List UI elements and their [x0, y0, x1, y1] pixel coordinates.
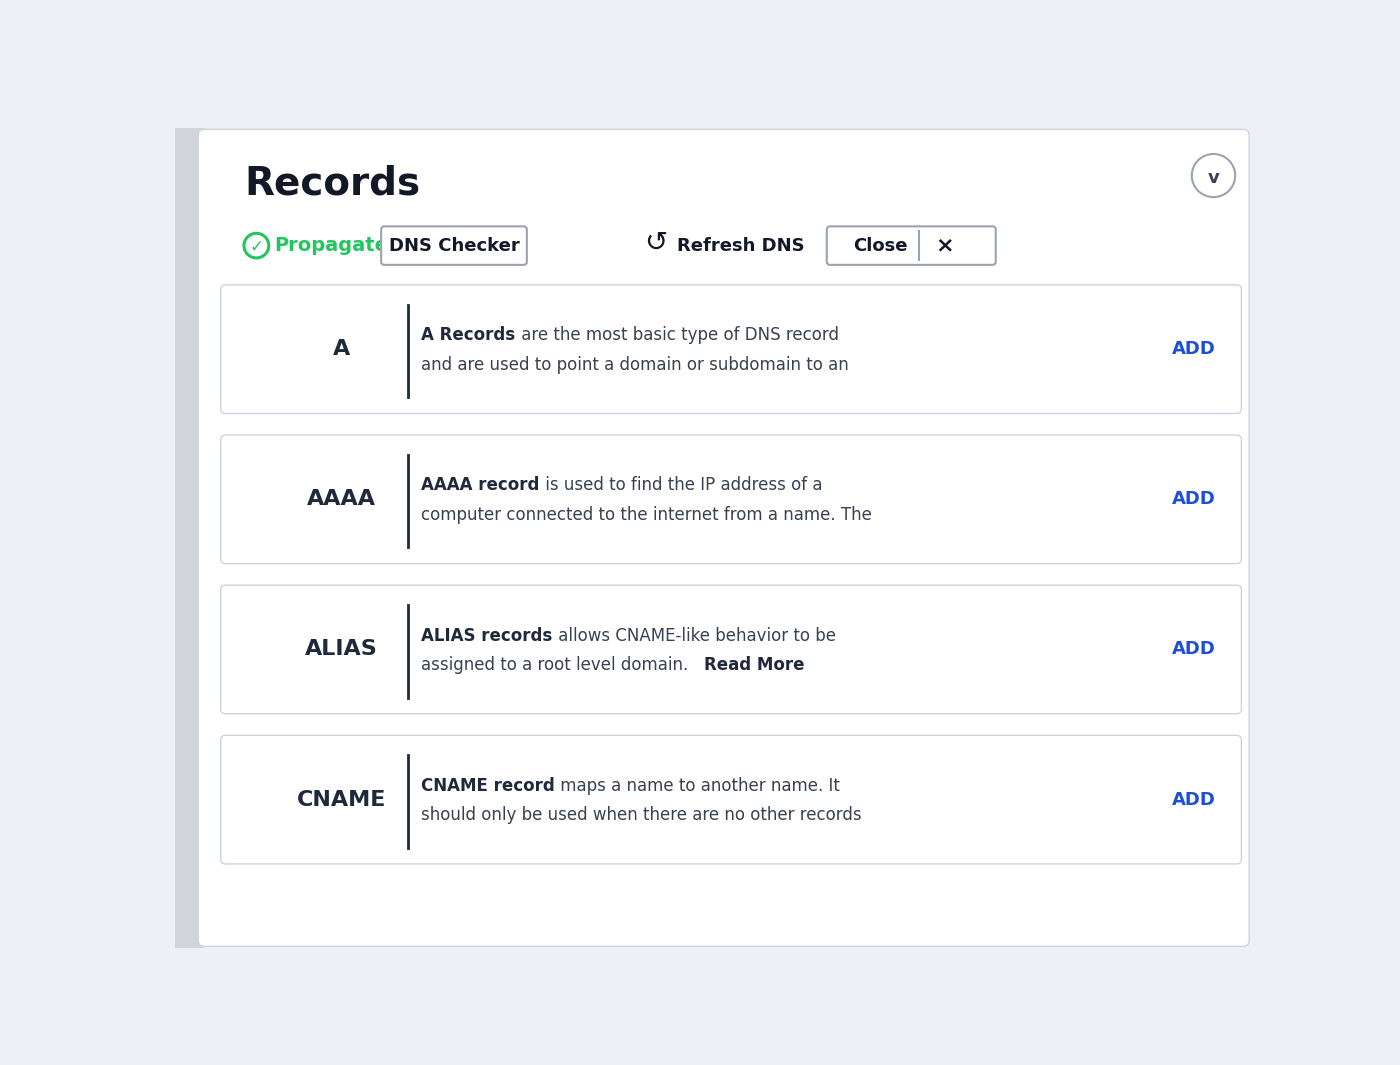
Text: Read More: Read More	[704, 656, 805, 674]
Text: ALIAS: ALIAS	[305, 639, 378, 659]
Text: computer connected to the internet from a name. The: computer connected to the internet from …	[421, 506, 872, 524]
Text: ALIAS records: ALIAS records	[421, 626, 553, 644]
Text: ADD: ADD	[1172, 640, 1217, 658]
Text: Refresh DNS: Refresh DNS	[678, 236, 805, 255]
Text: are the most basic type of DNS record: are the most basic type of DNS record	[515, 326, 839, 344]
FancyBboxPatch shape	[381, 227, 526, 265]
Text: is used to find the IP address of a: is used to find the IP address of a	[540, 476, 822, 494]
FancyBboxPatch shape	[199, 129, 1249, 947]
Text: A: A	[333, 339, 350, 359]
Text: ↺: ↺	[644, 229, 668, 258]
Text: Close: Close	[853, 236, 907, 255]
Text: should only be used when there are no other records: should only be used when there are no ot…	[421, 806, 862, 824]
FancyBboxPatch shape	[221, 284, 1242, 413]
FancyBboxPatch shape	[221, 735, 1242, 864]
Text: maps a name to another name. It: maps a name to another name. It	[556, 776, 840, 794]
FancyBboxPatch shape	[827, 227, 995, 265]
Text: Propagated: Propagated	[274, 236, 402, 256]
Text: DNS Checker: DNS Checker	[389, 236, 519, 255]
Text: assigned to a root level domain.: assigned to a root level domain.	[421, 656, 704, 674]
Text: ADD: ADD	[1172, 790, 1217, 808]
Text: ✓: ✓	[249, 239, 263, 257]
Text: ADD: ADD	[1172, 490, 1217, 508]
Text: CNAME record: CNAME record	[421, 776, 556, 794]
Text: Records: Records	[245, 164, 421, 202]
Text: ×: ×	[935, 235, 953, 256]
Text: ADD: ADD	[1172, 340, 1217, 358]
Text: CNAME: CNAME	[297, 789, 386, 809]
Text: and are used to point a domain or subdomain to an: and are used to point a domain or subdom…	[421, 356, 850, 374]
Text: v: v	[1208, 169, 1219, 186]
Text: A Records: A Records	[421, 326, 515, 344]
Bar	[175, 128, 204, 948]
Circle shape	[1191, 154, 1235, 197]
Text: AAAA record: AAAA record	[421, 476, 540, 494]
FancyBboxPatch shape	[221, 435, 1242, 563]
FancyBboxPatch shape	[221, 585, 1242, 714]
Text: AAAA: AAAA	[307, 489, 377, 509]
Text: allows CNAME-like behavior to be: allows CNAME-like behavior to be	[553, 626, 836, 644]
